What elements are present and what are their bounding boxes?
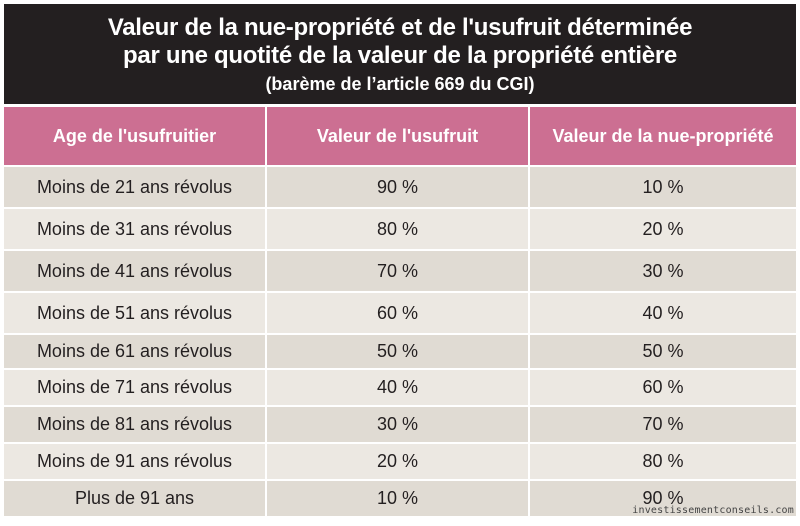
cell-nue-propriete: 70 % xyxy=(530,407,796,444)
cell-age: Moins de 51 ans révolus xyxy=(4,293,267,335)
title-line-2: par une quotité de la valeur de la propr… xyxy=(123,42,677,69)
table-row: Plus de 91 ans 10 % 90 % xyxy=(4,481,796,518)
cell-age: Moins de 71 ans révolus xyxy=(4,370,267,407)
cell-usufruit: 40 % xyxy=(267,370,530,407)
table-row: Moins de 21 ans révolus 90 % 10 % xyxy=(4,167,796,209)
cell-usufruit: 60 % xyxy=(267,293,530,335)
cell-nue-propriete: 30 % xyxy=(530,251,796,293)
cell-nue-propriete: 10 % xyxy=(530,167,796,209)
table-row: Moins de 71 ans révolus 40 % 60 % xyxy=(4,370,796,407)
cell-age: Moins de 41 ans révolus xyxy=(4,251,267,293)
bareme-table: Age de l'usufruitier Valeur de l'usufrui… xyxy=(4,107,796,518)
cell-usufruit: 10 % xyxy=(267,481,530,518)
cell-age: Moins de 61 ans révolus xyxy=(4,335,267,370)
cell-usufruit: 20 % xyxy=(267,444,530,481)
cell-usufruit: 50 % xyxy=(267,335,530,370)
header-nue-propriete: Valeur de la nue-propriété xyxy=(530,107,796,167)
cell-age: Moins de 21 ans révolus xyxy=(4,167,267,209)
title-banner: Valeur de la nue-propriété et de l'usufr… xyxy=(4,4,796,104)
cell-nue-propriete: 80 % xyxy=(530,444,796,481)
cell-usufruit: 70 % xyxy=(267,251,530,293)
cell-age: Moins de 81 ans révolus xyxy=(4,407,267,444)
cell-nue-propriete: 90 % xyxy=(530,481,796,518)
table-row: Moins de 51 ans révolus 60 % 40 % xyxy=(4,293,796,335)
table-row: Moins de 61 ans révolus 50 % 50 % xyxy=(4,335,796,370)
table-row: Moins de 81 ans révolus 30 % 70 % xyxy=(4,407,796,444)
cell-nue-propriete: 40 % xyxy=(530,293,796,335)
source-watermark: investissementconseils.com xyxy=(632,505,794,516)
cell-nue-propriete: 50 % xyxy=(530,335,796,370)
header-usufruit: Valeur de l'usufruit xyxy=(267,107,530,167)
cell-usufruit: 90 % xyxy=(267,167,530,209)
cell-age: Moins de 31 ans révolus xyxy=(4,209,267,251)
cell-usufruit: 30 % xyxy=(267,407,530,444)
cell-usufruit: 80 % xyxy=(267,209,530,251)
cell-age: Moins de 91 ans révolus xyxy=(4,444,267,481)
header-age: Age de l'usufruitier xyxy=(4,107,267,167)
cell-age: Plus de 91 ans xyxy=(4,481,267,518)
table-row: Moins de 41 ans révolus 70 % 30 % xyxy=(4,251,796,293)
table-row: Moins de 91 ans révolus 20 % 80 % xyxy=(4,444,796,481)
title-subtitle: (barème de l’article 669 du CGI) xyxy=(265,74,535,94)
table-header-row: Age de l'usufruitier Valeur de l'usufrui… xyxy=(4,107,796,167)
table-row: Moins de 31 ans révolus 80 % 20 % xyxy=(4,209,796,251)
cell-nue-propriete: 60 % xyxy=(530,370,796,407)
cell-nue-propriete: 20 % xyxy=(530,209,796,251)
title-line-1: Valeur de la nue-propriété et de l'usufr… xyxy=(107,14,693,41)
